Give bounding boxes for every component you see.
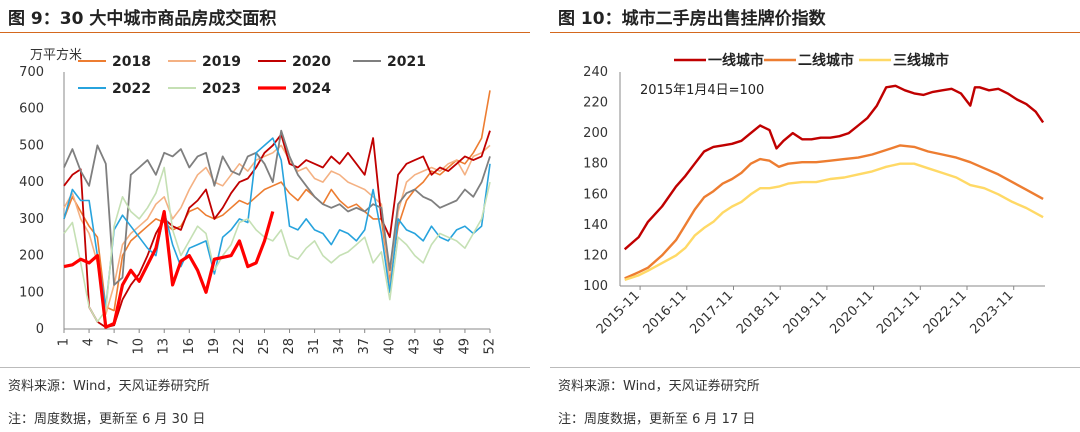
source-text: 资料来源：Wind，天风证券研究所 bbox=[558, 379, 760, 394]
series-line-2024 bbox=[63, 209, 275, 329]
x-tick-label: 25 bbox=[257, 338, 272, 355]
x-tick-label: 10 bbox=[132, 338, 147, 355]
x-tick-label: 2023-11 bbox=[968, 288, 1017, 337]
y-tick-label: 100 bbox=[19, 285, 44, 300]
figure-title: 图 10：城市二手房出售挂牌价指数 bbox=[558, 9, 826, 29]
area-sales-line-chart: 万平方米 0 100 200 300 400 500 600 700 1 4 7 10 13 16 19 22 2… bbox=[19, 47, 498, 355]
series-line-2018 bbox=[63, 90, 491, 312]
x-tick-label: 28 bbox=[282, 338, 297, 355]
y-tick-label: 140 bbox=[583, 218, 608, 233]
x-tick-label: 16 bbox=[182, 338, 197, 355]
legend-label-一线城市: 一线城市 bbox=[708, 52, 764, 69]
x-tick-label: 19 bbox=[207, 338, 222, 355]
base-annotation: 2015年1月4日=100 bbox=[640, 83, 764, 98]
x-tick-label: 2018-11 bbox=[734, 288, 783, 337]
series-line-2020 bbox=[63, 130, 491, 329]
y-axis-unit-label: 万平方米 bbox=[30, 47, 82, 63]
legend-label-三线城市: 三线城市 bbox=[893, 52, 949, 69]
source-text: 资料来源：Wind，天风证券研究所 bbox=[8, 379, 210, 394]
y-tick-label: 400 bbox=[19, 175, 44, 190]
x-tick-label: 2019-11 bbox=[781, 288, 830, 337]
legend-label-2024: 2024 bbox=[292, 81, 331, 97]
y-tick-label: 200 bbox=[19, 249, 44, 264]
y-tick-label: 700 bbox=[19, 65, 44, 80]
legend-label-2020: 2020 bbox=[292, 54, 331, 70]
panel-listing-index: 图 10：城市二手房出售挂牌价指数 100 120 140 160 180 200 220 2… bbox=[550, 0, 1080, 432]
x-tick-label: 52 bbox=[483, 338, 498, 355]
y-tick-label: 200 bbox=[583, 126, 608, 141]
y-tick-label: 0 bbox=[36, 322, 44, 337]
note-text: 注：周度数据，更新至 6 月 30 日 bbox=[8, 412, 206, 427]
y-tick-label: 300 bbox=[19, 212, 44, 227]
y-tick-label: 240 bbox=[583, 65, 608, 80]
series-line-2022 bbox=[63, 137, 491, 308]
panel-area-sales: 图 9：30 大中城市商品房成交面积 万平方米 0 100 200 300 400 500 6… bbox=[0, 0, 530, 432]
y-tick-label: 160 bbox=[583, 187, 608, 202]
x-tick-label: 40 bbox=[382, 338, 397, 355]
series-line-一线城市 bbox=[623, 84, 1045, 251]
footer-divider bbox=[550, 367, 1080, 368]
legend-label-2022: 2022 bbox=[112, 81, 151, 97]
x-tick-label: 37 bbox=[357, 338, 372, 355]
note-text: 注：周度数据，更新至 6 月 17 日 bbox=[558, 412, 756, 427]
series-line-2021 bbox=[63, 129, 491, 286]
x-tick-label: 2021-11 bbox=[874, 288, 923, 337]
x-tick-label: 13 bbox=[157, 338, 172, 355]
x-tick-label: 7 bbox=[107, 338, 122, 346]
legend-label-2021: 2021 bbox=[387, 54, 426, 70]
x-tick-label: 31 bbox=[307, 338, 322, 355]
legend-label-二线城市: 二线城市 bbox=[798, 52, 854, 69]
series-line-三线城市 bbox=[624, 162, 1044, 282]
series-line-二线城市 bbox=[624, 144, 1044, 280]
x-tick-label: 4 bbox=[82, 338, 97, 346]
x-tick-label: 2016-11 bbox=[641, 288, 690, 337]
y-tick-label: 180 bbox=[583, 157, 608, 172]
footer-divider bbox=[0, 367, 530, 368]
x-tick-label: 2017-11 bbox=[687, 288, 736, 337]
figure-title: 图 9：30 大中城市商品房成交面积 bbox=[8, 9, 277, 29]
x-tick-label: 2020-11 bbox=[827, 288, 876, 337]
x-tick-label: 22 bbox=[232, 338, 247, 355]
series-line-2023 bbox=[63, 166, 491, 323]
y-tick-label: 100 bbox=[583, 279, 608, 294]
y-tick-label: 220 bbox=[583, 96, 608, 111]
legend-label-2019: 2019 bbox=[202, 54, 241, 70]
x-tick-label: 46 bbox=[432, 338, 447, 355]
listing-price-line-chart: 1001201401601802002202402015-112016-1120… bbox=[583, 52, 1045, 337]
x-tick-label: 2022-11 bbox=[921, 288, 970, 337]
x-tick-label: 34 bbox=[332, 338, 347, 355]
x-tick-label: 43 bbox=[407, 338, 422, 355]
y-tick-label: 600 bbox=[19, 102, 44, 117]
legend-label-2018: 2018 bbox=[112, 54, 151, 70]
x-tick-label: 49 bbox=[457, 338, 472, 355]
title-divider bbox=[550, 32, 1080, 33]
legend-label-2023: 2023 bbox=[202, 81, 241, 97]
x-tick-label: 2015-11 bbox=[594, 288, 643, 337]
y-tick-label: 500 bbox=[19, 138, 44, 153]
y-tick-label: 120 bbox=[583, 248, 608, 263]
x-tick-label: 1 bbox=[57, 338, 72, 346]
title-divider bbox=[0, 32, 530, 33]
